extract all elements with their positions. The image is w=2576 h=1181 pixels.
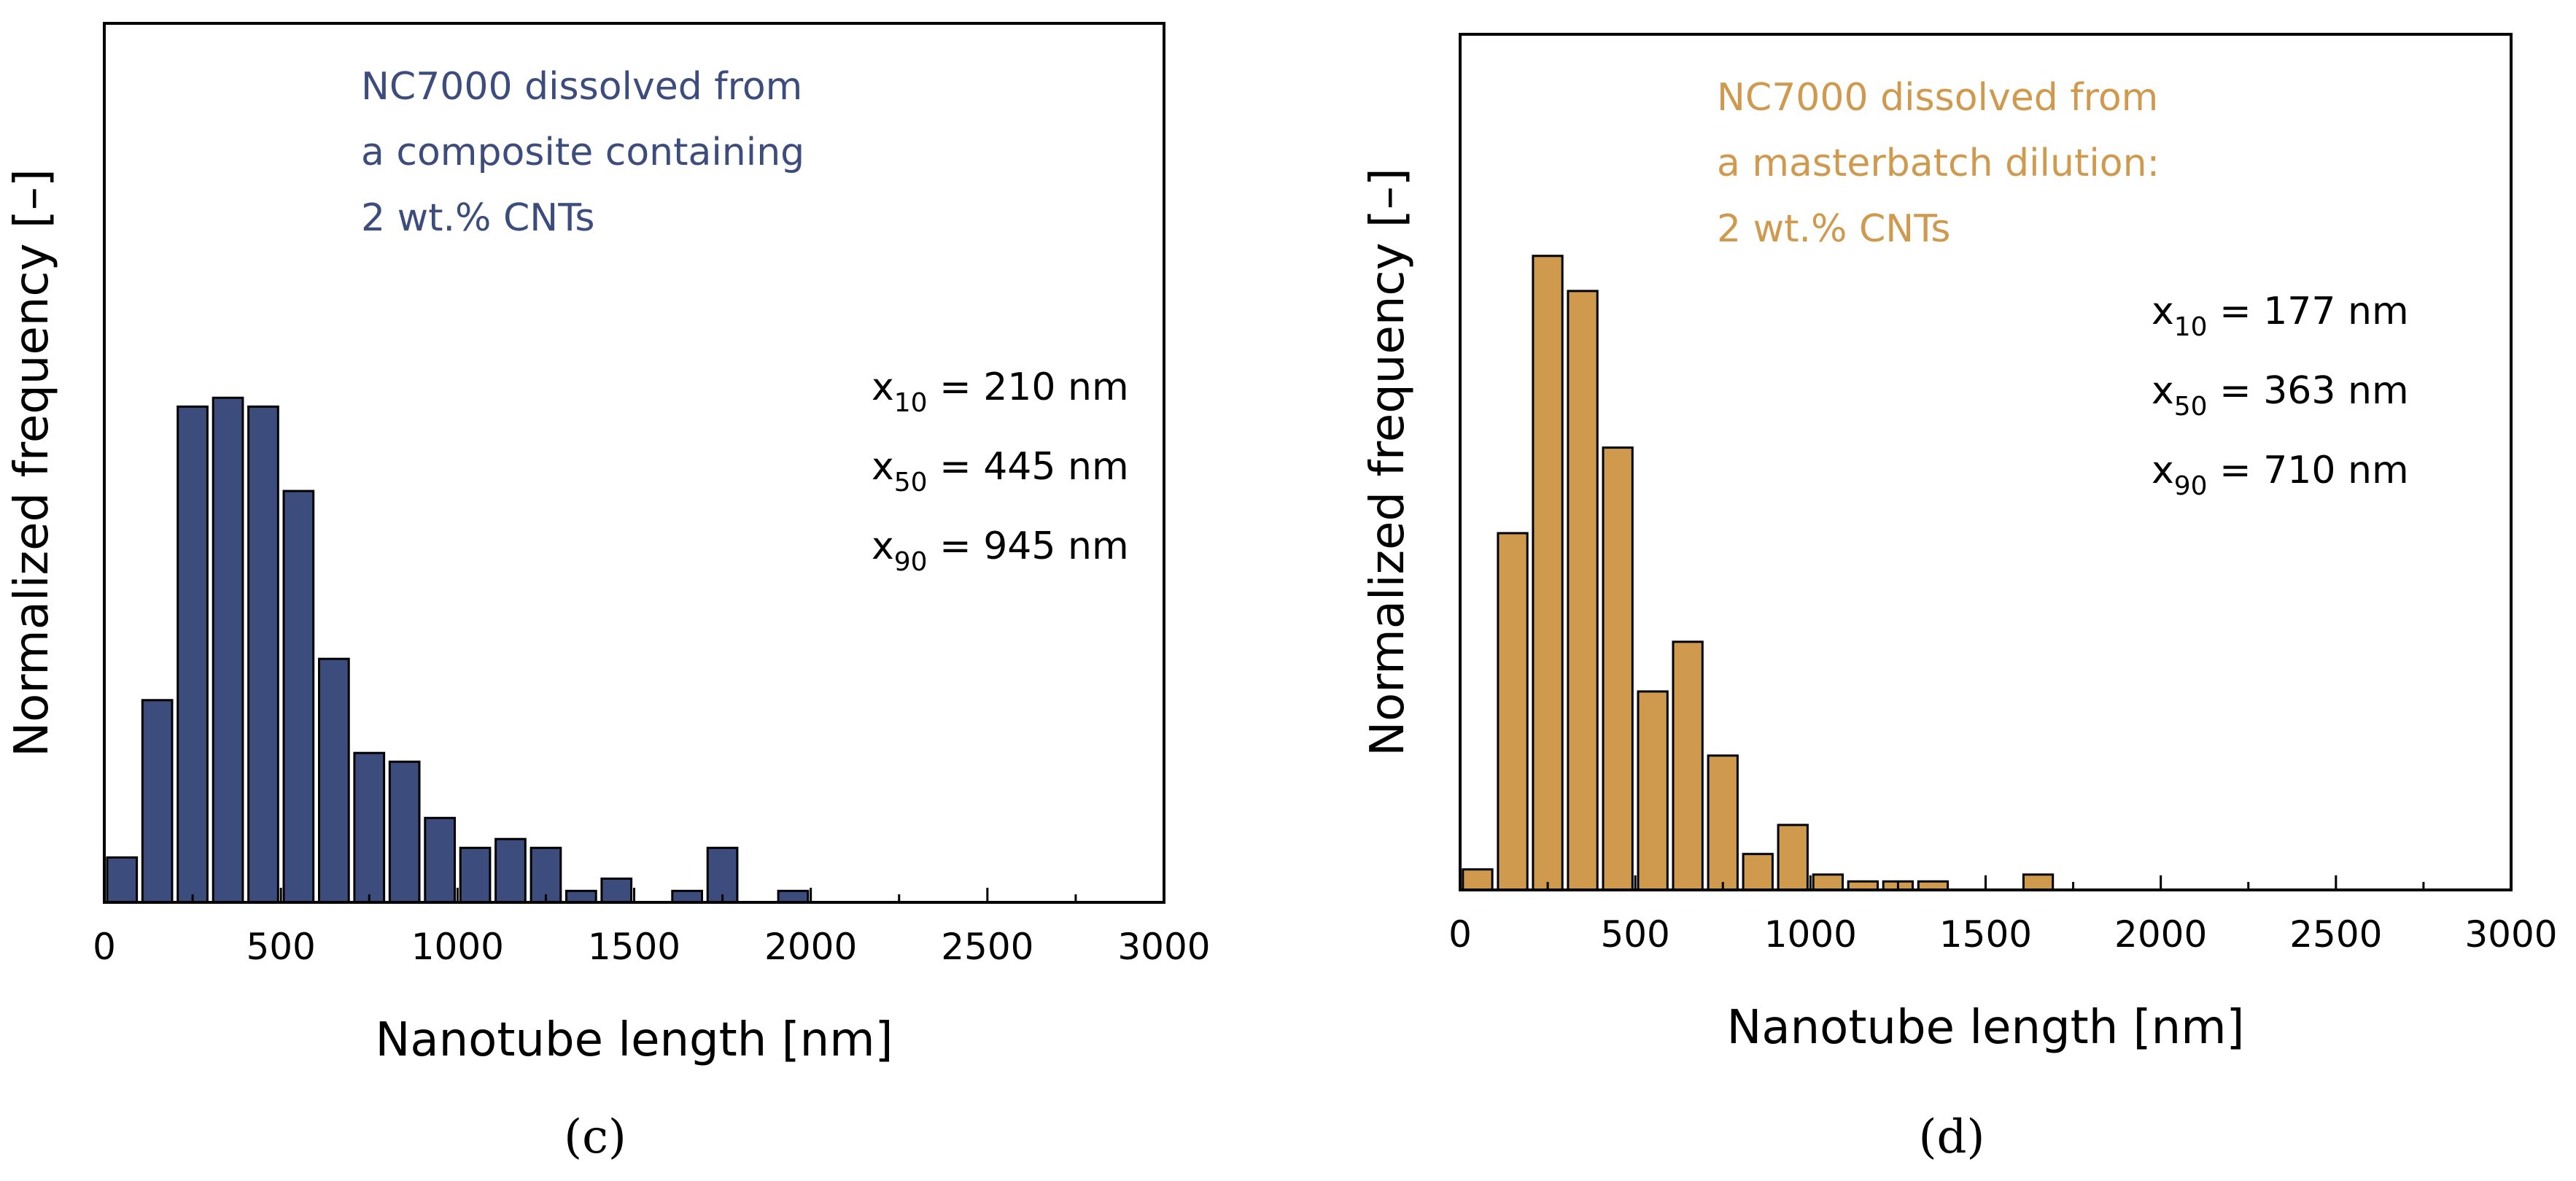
x-tick-label-d-500: 500 — [1600, 913, 1669, 956]
bar-c-1250 — [529, 846, 562, 904]
stat-value: = 363 nm — [2208, 369, 2409, 413]
stat-d-x10: x10 = 177 nm — [2152, 290, 2409, 342]
stat-subscript: 90 — [2174, 471, 2208, 501]
stat-c-x50: x50 = 445 nm — [872, 445, 1129, 497]
x-ticks-c: 0 500 1000 1500 2000 2500 3000 — [93, 888, 1211, 968]
stat-symbol: x — [872, 365, 894, 409]
annotation-d-line-2: a masterbatch dilution: — [1717, 142, 2160, 185]
bar-d-1650 — [2022, 873, 2055, 891]
annotation-d-line-1: NC7000 dissolved from — [1717, 76, 2158, 120]
bar-c-1650 — [671, 889, 703, 904]
bar-d-750 — [1707, 754, 1739, 891]
bar-d-850 — [1742, 853, 1774, 891]
bar-c-1750 — [706, 846, 739, 904]
bar-c-1950 — [777, 889, 810, 904]
x-tick-label-c-1500: 1500 — [588, 926, 680, 968]
annotation-c: NC7000 dissolved from a composite contai… — [361, 65, 817, 240]
bar-c-1150 — [494, 837, 527, 904]
stat-value: = 445 nm — [928, 445, 1129, 489]
bar-c-550 — [282, 489, 315, 904]
stat-value: = 177 nm — [2208, 290, 2409, 333]
stat-subscript: 50 — [2174, 392, 2208, 422]
stat-d-x90: x90 = 710 nm — [2152, 449, 2409, 501]
bar-c-650 — [318, 657, 350, 904]
bar-c-250 — [176, 405, 209, 904]
bar-d-250 — [1532, 255, 1564, 891]
bar-c-1050 — [459, 846, 492, 904]
stat-subscript: 90 — [894, 547, 928, 577]
stat-symbol: x — [2152, 369, 2174, 413]
bar-c-950 — [424, 816, 456, 904]
stat-symbol: x — [2152, 290, 2174, 333]
stat-value: = 945 nm — [928, 524, 1129, 568]
x-tick-label-d-3000: 3000 — [2464, 913, 2557, 956]
stat-value: = 210 nm — [928, 365, 1129, 409]
chart-panel-d: 0 500 1000 1500 2000 2500 3000 Nanotube length… — [1361, 33, 2558, 1164]
stat-c-x10: x10 = 210 nm — [872, 365, 1129, 418]
bar-d-550 — [1637, 690, 1669, 891]
plot-frame-d — [1459, 33, 2513, 891]
stat-symbol: x — [872, 445, 894, 489]
bar-d-650 — [1672, 640, 1704, 891]
stat-subscript: 50 — [894, 468, 928, 497]
bar-c-750 — [353, 751, 386, 904]
plot-frame-c — [103, 22, 1165, 904]
annotation-c-line-1: NC7000 dissolved from — [361, 65, 802, 109]
x-axis-label-c: Nanotube length [nm] — [376, 1013, 893, 1067]
bar-d-350 — [1567, 290, 1599, 891]
x-tick-label-d-0: 0 — [1448, 913, 1472, 956]
annotation-c-line-2: a composite containing — [361, 131, 804, 174]
y-axis-label-d: Normalized frequency [–] — [1361, 168, 1415, 756]
stat-d-x50: x50 = 363 nm — [2152, 369, 2409, 422]
stat-value: = 710 nm — [2208, 449, 2409, 492]
x-ticks-d: 0 500 1000 1500 2000 2500 3000 — [1448, 875, 2558, 956]
stat-symbol: x — [2152, 449, 2174, 492]
bar-c-1450 — [600, 878, 633, 904]
x-tick-label-c-500: 500 — [246, 926, 315, 968]
bars-d — [1462, 255, 2055, 891]
x-tick-label-c-3000: 3000 — [1117, 926, 1210, 968]
x-tick-label-c-2000: 2000 — [764, 926, 857, 968]
stat-subscript: 10 — [894, 388, 928, 418]
bar-c-850 — [388, 760, 421, 904]
annotation-d: NC7000 dissolved from a masterbatch dilu… — [1717, 76, 2172, 251]
x-tick-label-c-0: 0 — [93, 926, 116, 968]
chart-panel-c: 0 500 1000 1500 2000 2500 3000 Nanotube length… — [5, 22, 1211, 1164]
x-tick-label-c-1000: 1000 — [411, 926, 504, 968]
panel-label-c: (c) — [564, 1110, 626, 1164]
bar-d-950 — [1777, 824, 1809, 891]
x-tick-label-d-1000: 1000 — [1764, 913, 1857, 956]
bar-d-50 — [1462, 868, 1494, 891]
panel-label-d: (d) — [1919, 1110, 1985, 1164]
annotation-d-line-3: 2 wt.% CNTs — [1717, 207, 1950, 251]
annotation-c-line-3: 2 wt.% CNTs — [361, 196, 594, 240]
bar-c-1350 — [565, 889, 597, 904]
stat-symbol: x — [872, 524, 894, 568]
bar-c-450 — [247, 405, 279, 904]
x-tick-label-d-2000: 2000 — [2114, 913, 2207, 956]
bar-d-1050 — [1812, 873, 1844, 891]
bar-c-350 — [212, 396, 244, 904]
stat-c-x90: x90 = 945 nm — [872, 524, 1129, 577]
x-tick-label-d-1500: 1500 — [1939, 913, 2032, 956]
x-tick-label-c-2500: 2500 — [941, 926, 1033, 968]
bar-c-150 — [141, 699, 174, 904]
x-tick-label-d-2500: 2500 — [2289, 913, 2382, 956]
bar-c-50 — [106, 856, 139, 904]
bar-d-150 — [1497, 532, 1529, 891]
stat-subscript: 10 — [2174, 312, 2208, 342]
bar-d-450 — [1602, 446, 1634, 891]
bars-c — [106, 396, 810, 904]
x-axis-label-d: Nanotube length [nm] — [1727, 1001, 2245, 1055]
y-axis-label-c: Normalized frequency [–] — [5, 169, 59, 757]
